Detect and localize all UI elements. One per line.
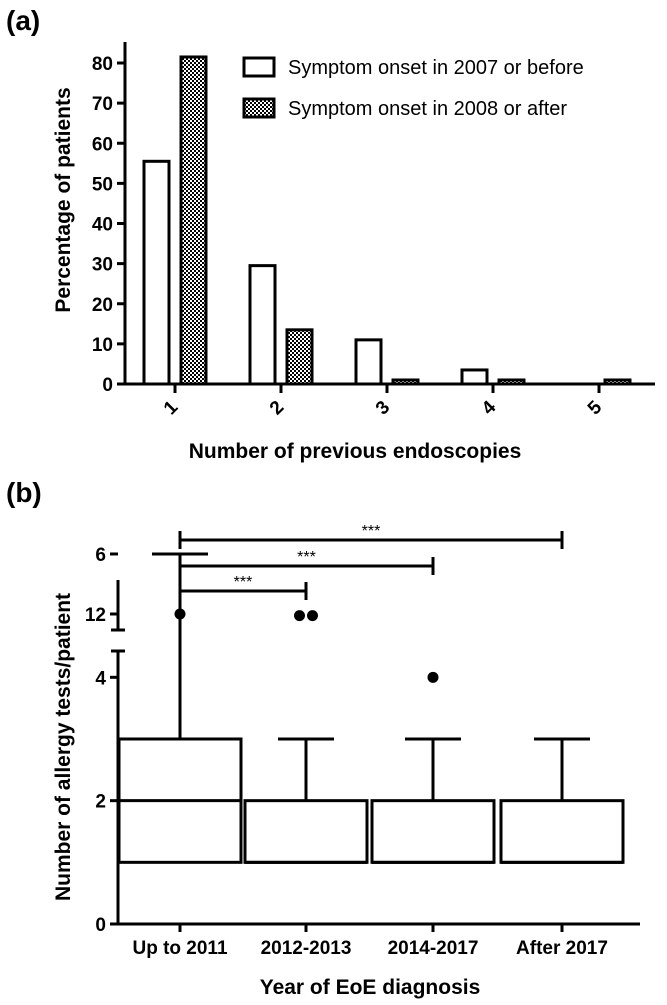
bar-onset-2008-or-after [391, 378, 420, 386]
y-tick-label: 0 [95, 915, 106, 936]
y-tick-label: 20 [92, 295, 113, 316]
box-iqr [499, 799, 625, 864]
y-tick-label: 60 [92, 134, 113, 155]
box-3 [370, 671, 496, 864]
panel-b-y-axis-title: Number of allergy tests/patient [52, 593, 75, 901]
significance-bracket: *** [178, 574, 308, 600]
bar-onset-2007-or-before [142, 159, 171, 386]
outlier-point [427, 671, 439, 683]
box-4 [499, 737, 625, 864]
panel-b-x-axis-title: Year of EoE diagnosis [260, 976, 481, 999]
outlier-point [174, 608, 186, 620]
panel-a-x-axis-title: Number of previous endoscopies [189, 440, 522, 463]
x-tick-label: 4 [478, 397, 501, 420]
x-tick-label: 2012-2013 [261, 938, 352, 959]
y-tick-label: 12 [85, 605, 106, 626]
x-tick-label: 2 [266, 397, 288, 419]
outlier-point [294, 610, 305, 622]
panel-a-label: (a) [6, 5, 40, 36]
box-iqr [370, 799, 496, 864]
bar-onset-2007-or-before [248, 264, 277, 386]
legend-label: Symptom onset in 2008 or after [288, 98, 567, 120]
panel-a-legend: Symptom onset in 2007 or before Symptom o… [242, 56, 584, 120]
bar-onset-2007-or-before [354, 338, 383, 386]
box-iqr [243, 799, 369, 864]
bar-onset-2008-or-after [497, 378, 526, 386]
x-tick-label: Up to 2011 [132, 938, 227, 959]
panel-b-boxes [117, 552, 625, 864]
box-1 [117, 552, 243, 864]
y-tick-label: 80 [92, 54, 113, 75]
significance-bracket: *** [178, 523, 564, 549]
panel-b: (b) 0 2 4 6 12 Up to 2011 2012-2013 2014-2017 Af… [6, 477, 640, 999]
y-tick-label: 0 [102, 375, 113, 396]
legend-swatch [242, 97, 276, 119]
box-2 [243, 610, 369, 864]
panel-a-bars [142, 55, 632, 386]
x-tick-label: 5 [584, 397, 607, 420]
bar-onset-2007-or-before [460, 368, 489, 386]
panel-a: (a) 0 10 20 30 40 50 60 70 80 1 2 3 4 5 Symptom onset… [6, 5, 655, 463]
y-tick-label: 6 [95, 545, 106, 566]
panel-a-y-axis-title: Percentage of patients [52, 87, 75, 312]
bar-onset-2008-or-after [285, 328, 314, 386]
x-tick-label: After 2017 [516, 938, 608, 959]
y-tick-label: 2 [95, 792, 106, 813]
panel-b-significance: *** *** *** [178, 523, 564, 600]
y-tick-label: 10 [92, 335, 113, 356]
panel-a-axes: 0 10 20 30 40 50 60 70 80 1 2 3 4 5 [92, 42, 655, 419]
outlier-point [307, 610, 318, 622]
bar-onset-2008-or-after [179, 55, 208, 386]
bar-onset-2008-or-after [603, 378, 632, 386]
x-tick-label: 3 [372, 397, 394, 419]
significance-bracket: *** [178, 549, 435, 575]
y-tick-label: 50 [92, 174, 113, 195]
significance-label: *** [362, 523, 381, 540]
legend-swatch [242, 56, 276, 78]
x-tick-label: 2014-2017 [388, 938, 479, 959]
y-tick-label: 70 [92, 94, 113, 115]
significance-label: *** [297, 549, 316, 566]
significance-label: *** [234, 574, 253, 591]
y-tick-label: 30 [92, 255, 113, 276]
panel-b-label: (b) [6, 477, 42, 508]
x-tick-label: 1 [160, 397, 183, 420]
legend-label: Symptom onset in 2007 or before [288, 57, 584, 79]
y-tick-label: 40 [92, 215, 113, 236]
y-tick-label: 4 [95, 668, 106, 689]
